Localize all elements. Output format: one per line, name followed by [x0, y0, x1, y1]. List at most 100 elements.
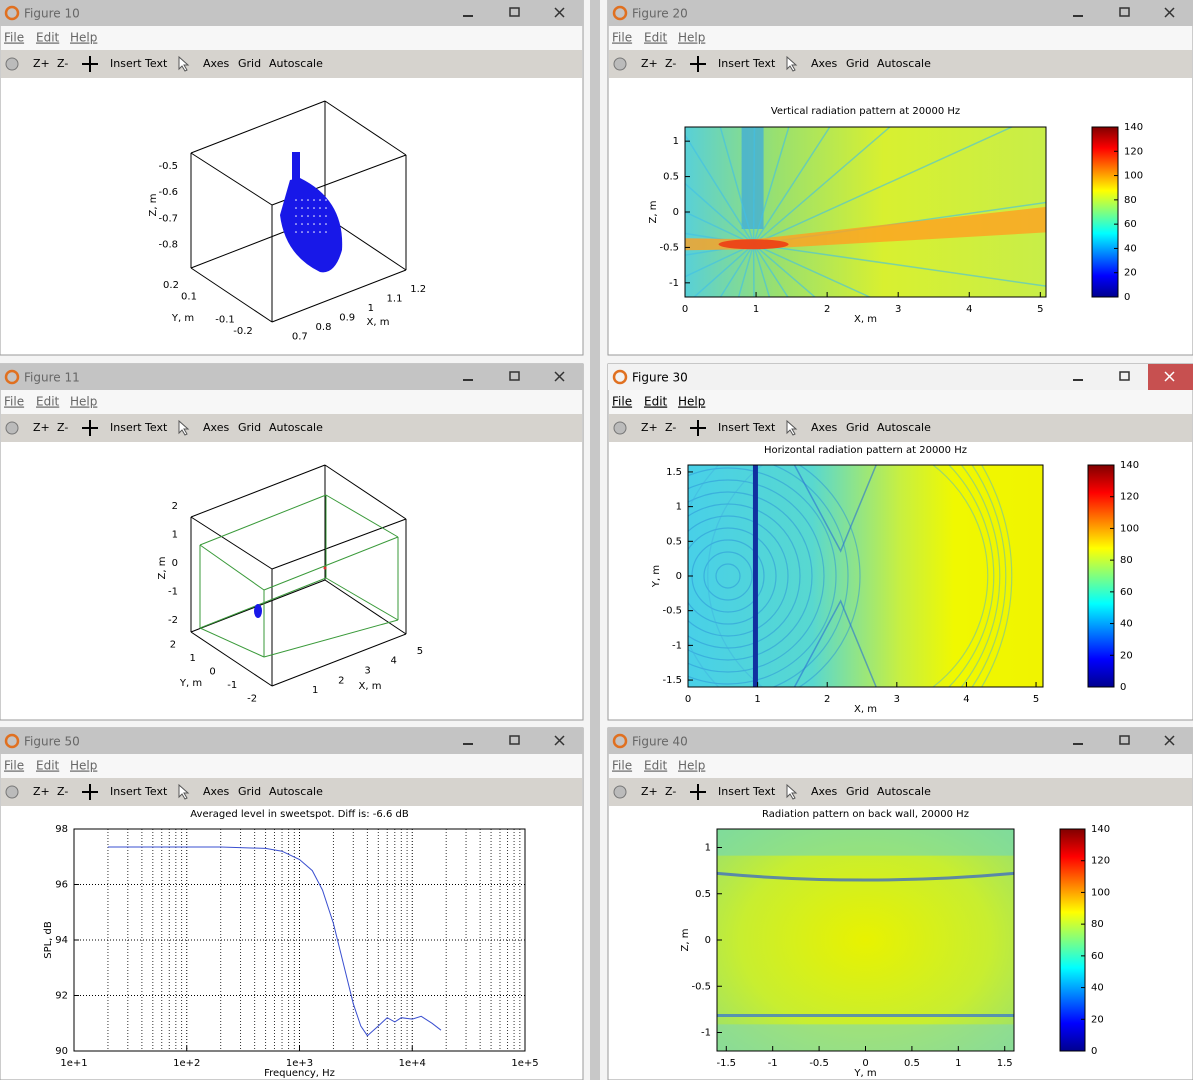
- axis-box-edge: [190, 631, 273, 687]
- speaker-point: [295, 223, 297, 225]
- menu-item[interactable]: Edit: [36, 31, 60, 45]
- rotate-icon[interactable]: [613, 421, 627, 435]
- maximize-button[interactable]: [1119, 371, 1130, 381]
- pan-icon[interactable]: [82, 420, 98, 436]
- rotate-icon[interactable]: [613, 785, 627, 799]
- menu-item[interactable]: File: [612, 759, 632, 773]
- select-icon[interactable]: [786, 55, 798, 72]
- toolbar-button[interactable]: Autoscale: [269, 785, 323, 798]
- toolbar-button[interactable]: Z-: [57, 421, 68, 434]
- toolbar-button[interactable]: Z+: [641, 421, 658, 434]
- z-tick-label: 2: [172, 501, 178, 512]
- pan-icon[interactable]: [82, 56, 98, 72]
- x-axis-label: X, m: [367, 317, 390, 328]
- close-button[interactable]: [1164, 371, 1175, 382]
- toolbar-button[interactable]: Grid: [238, 421, 261, 434]
- toolbar-button[interactable]: Z-: [665, 421, 676, 434]
- toolbar-button[interactable]: Grid: [846, 421, 869, 434]
- x-tick-label: 1: [754, 694, 760, 705]
- rotate-icon[interactable]: [5, 785, 19, 799]
- menu-item[interactable]: Edit: [644, 759, 668, 773]
- toolbar-button[interactable]: Z-: [57, 57, 68, 70]
- toolbar-button[interactable]: Axes: [811, 57, 837, 70]
- x-tick-label: 1.5: [997, 1058, 1013, 1069]
- room-edge: [325, 577, 399, 621]
- close-button[interactable]: [1164, 735, 1175, 746]
- toolbar-button[interactable]: Autoscale: [269, 421, 323, 434]
- toolbar-button[interactable]: Insert Text: [110, 785, 168, 798]
- toolbar-button[interactable]: Grid: [238, 785, 261, 798]
- rotate-icon[interactable]: [5, 421, 19, 435]
- pan-icon[interactable]: [690, 56, 706, 72]
- speaker-point: [313, 223, 315, 225]
- pan-icon[interactable]: [82, 784, 98, 800]
- menu-item[interactable]: Help: [678, 395, 705, 409]
- maximize-button[interactable]: [1119, 735, 1130, 745]
- toolbar-button[interactable]: Z+: [33, 421, 50, 434]
- x-tick-label: 1: [368, 303, 374, 314]
- x-axis-label: Frequency, Hz: [264, 1068, 335, 1079]
- rotate-icon[interactable]: [613, 57, 627, 71]
- menu-item[interactable]: File: [4, 395, 24, 409]
- maximize-button[interactable]: [509, 7, 520, 17]
- heatmap-ray: [752, 127, 790, 245]
- pan-icon[interactable]: [690, 784, 706, 800]
- pan-icon[interactable]: [690, 420, 706, 436]
- menu-item[interactable]: Edit: [644, 31, 668, 45]
- toolbar-button[interactable]: Axes: [203, 57, 229, 70]
- toolbar-button[interactable]: Insert Text: [718, 421, 776, 434]
- menu-item[interactable]: File: [4, 31, 24, 45]
- speaker-point: [307, 223, 309, 225]
- menu-item[interactable]: File: [612, 31, 632, 45]
- close-button[interactable]: [554, 7, 565, 18]
- toolbar-button[interactable]: Axes: [811, 421, 837, 434]
- toolbar-button[interactable]: Insert Text: [110, 421, 168, 434]
- menu-item[interactable]: Help: [678, 759, 705, 773]
- toolbar-button[interactable]: Z+: [33, 785, 50, 798]
- toolbar-button[interactable]: Axes: [811, 785, 837, 798]
- menu-item[interactable]: Edit: [644, 395, 668, 409]
- toolbar-button[interactable]: Insert Text: [718, 785, 776, 798]
- toolbar-button[interactable]: Insert Text: [718, 57, 776, 70]
- menu-item[interactable]: Help: [678, 31, 705, 45]
- toolbar-button[interactable]: Z+: [641, 57, 658, 70]
- menu-item[interactable]: Help: [70, 31, 97, 45]
- toolbar-button[interactable]: Z+: [641, 785, 658, 798]
- toolbar-button[interactable]: Axes: [203, 785, 229, 798]
- heatmap-arc: [980, 465, 1013, 687]
- toolbar-button[interactable]: Autoscale: [877, 785, 931, 798]
- toolbar-button[interactable]: Z+: [33, 57, 50, 70]
- menu-item[interactable]: Help: [70, 395, 97, 409]
- toolbar-button[interactable]: Insert Text: [110, 57, 168, 70]
- maximize-button[interactable]: [509, 735, 520, 745]
- maximize-button[interactable]: [1119, 7, 1130, 17]
- toolbar-button[interactable]: Grid: [846, 785, 869, 798]
- rotate-icon[interactable]: [5, 57, 19, 71]
- select-icon[interactable]: [178, 419, 190, 436]
- toolbar-button[interactable]: Autoscale: [269, 57, 323, 70]
- toolbar-button[interactable]: Autoscale: [877, 421, 931, 434]
- menu-item[interactable]: File: [612, 395, 632, 409]
- axis-box-edge: [324, 100, 407, 156]
- toolbar-button[interactable]: Axes: [203, 421, 229, 434]
- select-icon[interactable]: [178, 783, 190, 800]
- heatmap-arc: [688, 479, 825, 673]
- menu-item[interactable]: Edit: [36, 395, 60, 409]
- select-icon[interactable]: [178, 55, 190, 72]
- toolbar-button[interactable]: Autoscale: [877, 57, 931, 70]
- close-button[interactable]: [554, 735, 565, 746]
- maximize-button[interactable]: [509, 371, 520, 381]
- select-icon[interactable]: [786, 783, 798, 800]
- heatmap-field: [685, 127, 1046, 297]
- select-icon[interactable]: [786, 419, 798, 436]
- close-button[interactable]: [554, 371, 565, 382]
- toolbar-button[interactable]: Grid: [846, 57, 869, 70]
- toolbar-button[interactable]: Z-: [57, 785, 68, 798]
- menu-item[interactable]: File: [4, 759, 24, 773]
- close-button[interactable]: [1164, 7, 1175, 18]
- toolbar-button[interactable]: Z-: [665, 785, 676, 798]
- toolbar-button[interactable]: Z-: [665, 57, 676, 70]
- toolbar-button[interactable]: Grid: [238, 57, 261, 70]
- menu-item[interactable]: Edit: [36, 759, 60, 773]
- menu-item[interactable]: Help: [70, 759, 97, 773]
